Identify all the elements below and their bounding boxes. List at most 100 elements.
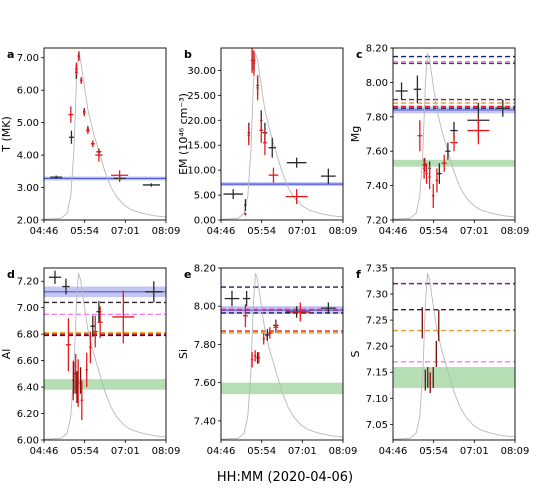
red-data-point xyxy=(244,212,247,216)
red-data-point xyxy=(417,120,423,152)
red-data-point xyxy=(79,77,83,84)
red-data-point xyxy=(242,304,248,328)
black-data-point xyxy=(495,99,511,117)
red-data-point xyxy=(450,134,458,152)
ytick-label: 7.20 xyxy=(17,277,39,288)
plot-area xyxy=(393,53,515,220)
lightcurve xyxy=(393,53,515,220)
red-data-point xyxy=(68,106,74,123)
ytick-label: 8.00 xyxy=(194,302,216,313)
axes-frame xyxy=(392,47,516,221)
red-data-point xyxy=(252,50,256,76)
black-data-point xyxy=(50,175,63,179)
black-data-point xyxy=(90,315,96,337)
xtick-label: 08:09 xyxy=(501,446,530,457)
ytick-label: 5.00 xyxy=(194,191,216,202)
ytick-label: 2.00 xyxy=(17,216,39,227)
xtick-label: 04:46 xyxy=(207,446,236,457)
ytick-label: 7.40 xyxy=(366,181,388,192)
ytick-label: 7.20 xyxy=(366,342,388,353)
black-data-point xyxy=(286,157,307,168)
black-data-point xyxy=(436,163,442,184)
ytick-label: 7.60 xyxy=(194,378,216,389)
black-data-point xyxy=(268,137,276,158)
ytick-label: 4.00 xyxy=(17,151,39,162)
black-data-point xyxy=(223,189,243,200)
panel-label: a xyxy=(7,48,14,61)
y-axis-label: EM (10⁴⁶ cm⁻³) xyxy=(177,93,190,175)
red-data-point xyxy=(285,189,308,205)
red-data-point xyxy=(425,163,428,184)
panel-label: f xyxy=(356,268,361,281)
red-data-point xyxy=(80,380,84,421)
darkred-data-point xyxy=(438,309,440,341)
panel-b: 0.00 5.00 10.00 15.00 20.00 25.00 30.00 04:46 05… xyxy=(177,47,357,237)
xtick-label: 05:54 xyxy=(70,226,99,237)
xtick-label: 04:46 xyxy=(207,226,236,237)
axes-frame xyxy=(220,47,344,221)
ytick-label: 7.60 xyxy=(366,147,388,158)
red-data-point xyxy=(89,331,92,364)
black-data-point xyxy=(264,329,270,341)
xtick-label: 04:46 xyxy=(379,446,408,457)
black-data-point xyxy=(48,270,62,284)
xtick-label: 05:54 xyxy=(70,446,99,457)
ytick-label: 7.15 xyxy=(366,368,388,379)
black-data-point xyxy=(244,199,247,212)
ytick-label: 6.00 xyxy=(17,86,39,97)
red-data-point xyxy=(92,315,98,348)
red-data-point xyxy=(428,164,431,190)
darkred-data-point xyxy=(424,369,426,391)
ytick-label: 15.00 xyxy=(187,141,216,152)
darkred-data-point xyxy=(435,340,437,368)
ytick-label: 6.00 xyxy=(17,436,39,447)
black-data-point xyxy=(321,302,336,314)
red-data-point xyxy=(435,168,439,193)
lightcurve xyxy=(221,53,343,220)
ytick-label: 7.80 xyxy=(194,340,216,351)
red-data-point xyxy=(256,75,259,101)
xtick-label: 07:01 xyxy=(288,446,317,457)
xtick-label: 07:01 xyxy=(460,446,489,457)
ytick-label: 0.00 xyxy=(194,216,216,227)
black-data-point xyxy=(224,290,240,307)
red-data-point xyxy=(90,140,95,147)
panel-label: d xyxy=(7,268,15,281)
red-data-point xyxy=(253,350,257,362)
red-data-point xyxy=(86,127,90,134)
plot-area xyxy=(44,51,166,220)
ytick-label: 5.00 xyxy=(17,118,39,129)
panel-f: 7.05 7.10 7.15 7.20 7.25 7.30 7.35 04:46 05:54 07… xyxy=(349,264,529,458)
xtick-label: 05:54 xyxy=(247,446,276,457)
red-data-point xyxy=(273,321,279,333)
darkred-data-point xyxy=(73,361,75,394)
ytick-label: 7.00 xyxy=(17,303,39,314)
darkred-data-point xyxy=(76,371,78,403)
plot-area xyxy=(221,48,343,220)
black-data-point xyxy=(242,290,251,307)
darkred-data-point xyxy=(421,307,423,339)
ytick-label: 7.05 xyxy=(366,420,388,431)
plot-area xyxy=(393,273,515,440)
xtick-label: 08:09 xyxy=(329,446,358,457)
black-data-point xyxy=(395,82,408,100)
red-data-point xyxy=(262,332,265,345)
xtick-label: 04:46 xyxy=(30,446,59,457)
darkred-data-point xyxy=(429,372,431,394)
red-data-point xyxy=(441,154,447,172)
ytick-label: 6.20 xyxy=(17,409,39,420)
ytick-label: 7.80 xyxy=(366,112,388,123)
ytick-label: 30.00 xyxy=(187,66,216,77)
y-axis-label: Al xyxy=(0,349,13,360)
red-data-point xyxy=(77,51,81,61)
ytick-label: 8.20 xyxy=(366,44,388,55)
black-data-point xyxy=(142,183,160,187)
ytick-label: 8.20 xyxy=(194,264,216,275)
panel-d: 6.00 6.20 6.40 6.60 6.80 7.00 7.20 04:46 05:54 07… xyxy=(0,267,180,457)
red-data-point xyxy=(250,352,254,368)
ytick-label: 20.00 xyxy=(187,116,216,127)
ytick-label: 7.35 xyxy=(366,264,388,275)
red-data-point xyxy=(259,117,264,143)
red-data-point xyxy=(112,290,135,344)
lightcurve xyxy=(393,273,515,440)
